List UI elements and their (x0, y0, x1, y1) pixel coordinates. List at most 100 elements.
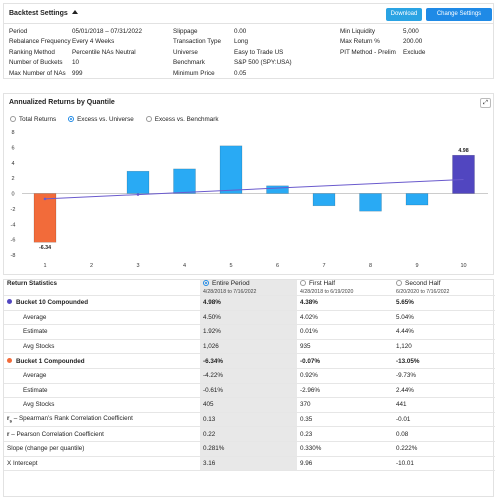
stats-value: 0.330% (297, 441, 393, 457)
option-label: Total Returns (19, 116, 57, 123)
stats-row: rs – Spearman’s Rank Correlation Coeffic… (4, 412, 495, 428)
x-tick-label: 7 (322, 263, 325, 269)
y-tick-label: -6 (11, 238, 16, 244)
stats-value: -0.01 (393, 412, 495, 428)
change-settings-button[interactable]: Change Settings (426, 8, 492, 21)
quantile-bar-chart: -8 -6 -4 -2 0 2 4 6 8 -6.34 4.98 1 2 3 4 5 6 7 8 9 10 (11, 130, 488, 269)
expand-icon[interactable]: ⤢ (480, 98, 491, 108)
stats-value: 0.35 (297, 412, 393, 428)
setting-value: Long (234, 38, 249, 46)
setting-value: 0.05 (234, 69, 247, 77)
y-tick-label: -8 (11, 253, 16, 259)
setting-key: Slippage (173, 28, 198, 35)
stats-value: -9.73% (393, 368, 495, 384)
option-excess-vs-benchmark[interactable]: Excess vs. Benchmark (145, 116, 219, 123)
bar-4 (173, 168, 196, 194)
bar-8 (359, 193, 382, 212)
setting-key: Ranking Method (9, 48, 55, 56)
x-tick-label: 1 (43, 263, 46, 269)
stats-row-label: Slope (change per quantile) (4, 441, 200, 457)
option-total-returns[interactable]: Total Returns (10, 116, 56, 123)
trend-point (43, 197, 47, 201)
x-tick-label: 2 (90, 263, 93, 269)
stats-value: 1.92% (200, 324, 297, 340)
stats-value: 1,120 (393, 339, 495, 355)
stats-value: 0.23 (297, 426, 393, 442)
stats-value: 9.96 (297, 456, 393, 472)
stats-row-label: r – Pearson Correlation Coefficient (4, 426, 200, 442)
setting-value: 05/01/2018 – 07/31/2022 (72, 28, 143, 35)
stats-value: 405 (200, 397, 297, 413)
stats-value: -4.22% (200, 368, 297, 384)
stats-value: 4.44% (393, 324, 495, 340)
download-button[interactable]: Download (386, 8, 422, 21)
stats-row: Bucket 1 Compounded -6.34% -0.07% -13.05% (4, 353, 495, 369)
y-tick-label: 0 (11, 192, 14, 198)
stats-value: 0.92% (297, 368, 393, 384)
stats-value: 0.13 (200, 412, 297, 428)
stats-row-label: Estimate (4, 324, 200, 340)
stats-title: Return Statistics (4, 280, 200, 296)
caret-up-icon (71, 10, 78, 14)
stats-row-label: Average (4, 310, 200, 326)
stats-value: 4.02% (297, 310, 393, 326)
stats-row-label: Average (4, 368, 200, 384)
stats-row: Bucket 10 Compounded 4.98% 4.38% 5.65% (4, 295, 495, 311)
radio-icon (68, 116, 75, 122)
period-entire[interactable]: Entire Period 4/28/2018 to 7/16/2022 (200, 280, 297, 296)
bar-data-label: -6.34 (39, 245, 51, 251)
stats-value: 1,026 (200, 339, 297, 355)
setting-key: Period (9, 28, 28, 35)
settings-toggle[interactable]: Backtest Settings (9, 10, 78, 17)
stats-value: -0.07% (297, 353, 393, 369)
return-type-options: Total Returns Excess vs. Universe Excess v… (10, 116, 231, 123)
stats-value: 2.44% (393, 383, 495, 399)
setting-key: Benchmark (173, 59, 205, 67)
stats-value: 4.50% (200, 310, 297, 326)
stats-row-label: Avg Stocks (4, 397, 200, 413)
setting-value: 10 (72, 59, 80, 67)
stats-value: 0.222% (393, 441, 495, 457)
x-tick-label: 8 (369, 263, 372, 269)
stats-value: 5.65% (393, 295, 495, 311)
setting-value: 999 (72, 69, 83, 77)
setting-key: Universe (173, 48, 198, 56)
setting-value: 200.00 (403, 38, 423, 46)
stats-value: 5.04% (393, 310, 495, 326)
chart-title: Annualized Returns by Quantile (9, 99, 115, 106)
period-second-half[interactable]: Second Half 6/20/2020 to 7/16/2022 (393, 280, 495, 296)
stats-value: 0.08 (393, 426, 495, 442)
option-excess-vs-universe[interactable]: Excess vs. Universe (68, 116, 134, 123)
stats-value: -2.96% (297, 383, 393, 399)
stats-value: 0.281% (200, 441, 297, 457)
bar-1 (33, 193, 57, 243)
setting-key: Transaction Type (173, 38, 221, 46)
trend-line (44, 178, 464, 200)
y-tick-label: -4 (11, 222, 16, 228)
setting-key: PIT Method - Prelim (340, 48, 396, 56)
stats-value: 4.98% (200, 295, 297, 311)
y-tick-label: -2 (11, 207, 16, 213)
setting-value: Every 4 Weeks (72, 38, 115, 46)
stats-row: r – Pearson Correlation Coefficient 0.22 0… (4, 426, 495, 442)
setting-key: Rebalance Frequency (9, 38, 71, 46)
setting-value: 5,000 (403, 28, 419, 35)
setting-key: Number of Buckets (9, 59, 63, 67)
x-tick-label: 4 (183, 263, 186, 269)
setting-value: 0.00 (234, 28, 247, 35)
setting-value: Exclude (403, 48, 426, 56)
period-first-half[interactable]: First Half 4/28/2018 to 6/19/2020 (297, 280, 393, 296)
stats-row-label: Bucket 10 Compounded (4, 295, 200, 311)
stats-header-row: Return Statistics Entire Period 4/28/2018… (4, 280, 495, 296)
stats-value: 0.22 (200, 426, 297, 442)
stats-row: Average -4.22% 0.92% -9.73% (4, 368, 495, 384)
backtest-settings-panel: Backtest Settings Download Change Settin… (3, 3, 494, 79)
stats-row: Average 4.50% 4.02% 5.04% (4, 310, 495, 326)
radio-icon (300, 280, 306, 286)
setting-value: Easy to Trade US (234, 48, 284, 56)
bar-3 (126, 170, 150, 194)
x-tick-label: 6 (276, 263, 279, 269)
return-statistics-panel: Return Statistics Entire Period 4/28/2018… (3, 279, 495, 497)
bar-7 (312, 193, 336, 207)
return-statistics-table: Return Statistics Entire Period 4/28/2018… (4, 280, 495, 472)
